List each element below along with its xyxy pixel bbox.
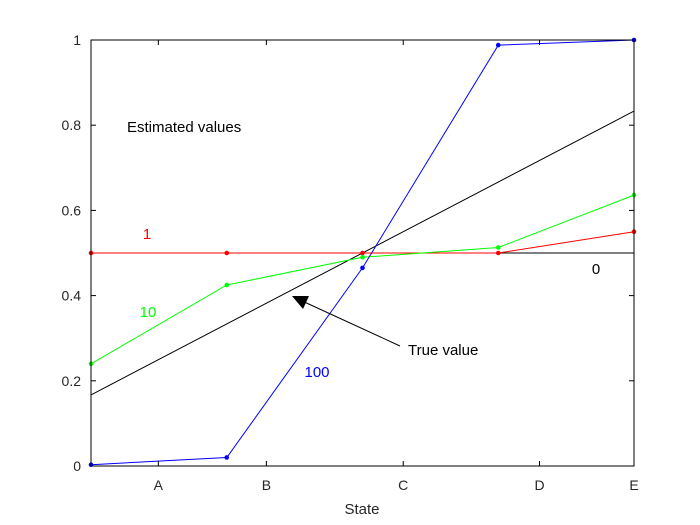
data-point: [224, 455, 230, 460]
x-tick-label: D: [534, 477, 544, 493]
data-point: [224, 250, 230, 256]
annotation-label: True value: [408, 342, 478, 359]
x-tick-label: C: [398, 477, 408, 493]
data-point: [360, 254, 365, 260]
x-tick-label: E: [629, 477, 638, 493]
data-point: [360, 265, 365, 271]
x-tick-label: A: [154, 477, 164, 493]
y-tick-label: 1: [73, 32, 81, 48]
plot-frame: [90, 39, 635, 467]
annotation-label: 0: [592, 261, 600, 278]
y-tick-label: 0: [73, 458, 81, 474]
annotation-layer: Estimated values 1 10 100 0 True value: [127, 119, 600, 381]
annotation-arrow-line: [299, 299, 401, 347]
annotation-arrowhead: [292, 296, 309, 309]
data-point: [224, 282, 230, 288]
x-axis-label: State: [344, 501, 379, 518]
data-point: [495, 250, 501, 256]
y-tick-label: 0.4: [62, 288, 82, 304]
data-point: [495, 42, 501, 48]
tick-layer: 0 0.2 0.4 0.6 0.8 1 A B C D E: [62, 32, 639, 493]
annotation-label: 10: [140, 304, 157, 321]
data-point: [495, 245, 501, 250]
y-tick-label: 0.8: [62, 117, 82, 133]
annotation-label: 100: [304, 364, 329, 381]
y-tick-label: 0.2: [62, 373, 82, 389]
y-tick-label: 0.6: [62, 202, 82, 218]
annotation-label: 1: [143, 226, 151, 243]
x-tick-label: B: [262, 477, 271, 493]
series-layer: [88, 37, 637, 468]
data-point: [360, 250, 365, 256]
annotation-label: Estimated values: [127, 119, 241, 136]
